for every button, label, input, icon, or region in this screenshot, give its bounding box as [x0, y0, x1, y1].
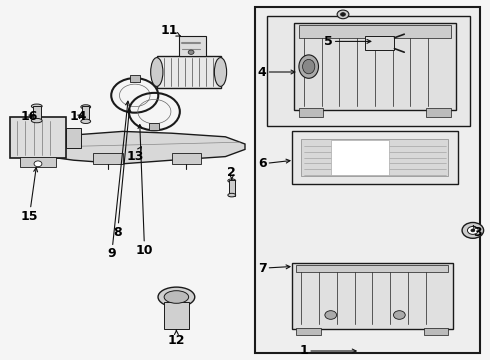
Text: 15: 15	[21, 168, 38, 222]
Text: 11: 11	[160, 24, 180, 37]
Text: 16: 16	[21, 111, 38, 123]
Bar	[172, 153, 201, 164]
Circle shape	[471, 229, 475, 232]
Circle shape	[467, 226, 478, 234]
Ellipse shape	[215, 58, 226, 86]
Text: 2: 2	[227, 166, 236, 179]
Bar	[267, 16, 470, 126]
Circle shape	[337, 10, 349, 19]
Ellipse shape	[151, 58, 163, 86]
Text: 12: 12	[168, 330, 185, 347]
Text: 1: 1	[299, 345, 356, 357]
Bar	[33, 106, 41, 121]
Circle shape	[341, 13, 345, 16]
Bar	[296, 328, 321, 335]
Bar	[292, 131, 458, 184]
Bar	[294, 23, 456, 110]
Bar	[93, 153, 122, 164]
Bar	[157, 56, 220, 88]
Ellipse shape	[31, 118, 42, 123]
Bar	[164, 302, 189, 329]
Text: 9: 9	[107, 101, 129, 260]
Bar	[66, 128, 81, 148]
Circle shape	[393, 311, 405, 319]
Ellipse shape	[228, 193, 236, 197]
Bar	[10, 117, 66, 158]
Bar	[229, 180, 235, 196]
Ellipse shape	[228, 179, 236, 183]
Bar	[424, 328, 448, 335]
Ellipse shape	[81, 119, 91, 123]
Ellipse shape	[164, 291, 189, 303]
Text: 5: 5	[324, 35, 371, 48]
Text: 8: 8	[113, 108, 131, 239]
Text: 7: 7	[258, 262, 290, 275]
Text: 3: 3	[473, 226, 482, 239]
Bar	[20, 157, 56, 167]
Bar	[130, 75, 140, 82]
Text: 4: 4	[258, 66, 295, 78]
Bar	[149, 123, 159, 130]
Circle shape	[188, 50, 194, 54]
Circle shape	[462, 222, 484, 238]
Ellipse shape	[81, 105, 91, 109]
Bar	[331, 140, 389, 175]
Ellipse shape	[303, 59, 315, 74]
Text: 10: 10	[136, 125, 153, 257]
Bar	[82, 106, 89, 122]
Bar	[292, 263, 453, 329]
Polygon shape	[20, 131, 245, 164]
Bar	[255, 7, 480, 353]
Bar	[296, 265, 448, 272]
Bar	[179, 36, 206, 56]
Text: 13: 13	[126, 147, 144, 163]
Text: 6: 6	[258, 157, 290, 170]
Bar	[299, 108, 323, 117]
Circle shape	[34, 161, 42, 167]
Ellipse shape	[31, 104, 42, 108]
Bar	[299, 25, 451, 38]
Bar	[365, 36, 394, 50]
Bar	[426, 108, 451, 117]
Circle shape	[325, 311, 337, 319]
Bar	[301, 139, 448, 176]
Ellipse shape	[299, 55, 318, 78]
Text: 14: 14	[70, 111, 87, 123]
Ellipse shape	[158, 287, 195, 307]
